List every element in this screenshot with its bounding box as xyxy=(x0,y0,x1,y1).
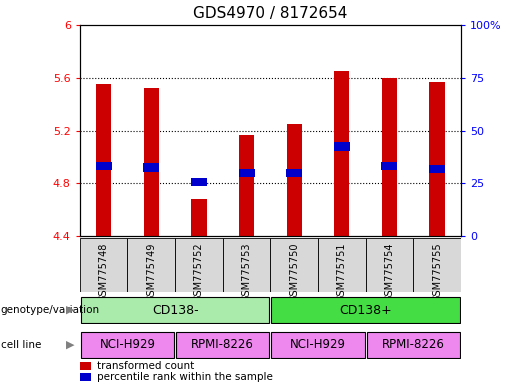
Bar xyxy=(80,373,91,381)
Title: GDS4970 / 8172654: GDS4970 / 8172654 xyxy=(193,6,348,21)
Text: GSM775754: GSM775754 xyxy=(385,242,394,302)
Bar xyxy=(366,238,413,292)
Text: CD138+: CD138+ xyxy=(339,304,392,316)
Bar xyxy=(144,88,159,236)
Text: GSM775752: GSM775752 xyxy=(194,242,204,302)
Bar xyxy=(286,124,302,236)
Bar xyxy=(382,78,397,236)
Text: GSM775751: GSM775751 xyxy=(337,242,347,302)
Text: GSM775755: GSM775755 xyxy=(432,242,442,302)
Bar xyxy=(271,332,365,358)
Text: percentile rank within the sample: percentile rank within the sample xyxy=(97,372,273,382)
Text: RPMI-8226: RPMI-8226 xyxy=(382,338,445,351)
Text: GSM775749: GSM775749 xyxy=(146,242,156,302)
Text: NCI-H929: NCI-H929 xyxy=(99,338,156,351)
Bar xyxy=(429,165,445,173)
Bar xyxy=(191,178,207,186)
Bar xyxy=(271,297,460,323)
Bar xyxy=(270,238,318,292)
Bar xyxy=(96,84,111,236)
Text: CD138-: CD138- xyxy=(152,304,198,316)
Bar xyxy=(81,332,174,358)
Text: GSM775753: GSM775753 xyxy=(242,242,251,302)
Bar xyxy=(80,362,91,370)
Text: GSM775750: GSM775750 xyxy=(289,242,299,302)
Bar xyxy=(176,332,269,358)
Bar xyxy=(367,332,460,358)
Bar xyxy=(80,238,128,292)
Text: ▶: ▶ xyxy=(66,339,75,350)
Bar xyxy=(286,169,302,177)
Text: NCI-H929: NCI-H929 xyxy=(290,338,346,351)
Bar xyxy=(222,238,270,292)
Bar xyxy=(81,297,269,323)
Bar xyxy=(175,238,222,292)
Text: ▶: ▶ xyxy=(66,305,75,315)
Text: cell line: cell line xyxy=(1,339,41,350)
Text: RPMI-8226: RPMI-8226 xyxy=(191,338,254,351)
Bar xyxy=(128,238,175,292)
Bar xyxy=(191,199,207,236)
Bar xyxy=(96,162,112,170)
Bar xyxy=(413,238,461,292)
Bar xyxy=(318,238,366,292)
Bar xyxy=(143,163,159,172)
Text: genotype/variation: genotype/variation xyxy=(1,305,99,315)
Bar xyxy=(382,162,398,170)
Bar xyxy=(430,82,445,236)
Bar xyxy=(334,142,350,151)
Bar xyxy=(334,71,350,236)
Text: transformed count: transformed count xyxy=(97,361,194,371)
Bar xyxy=(238,169,254,177)
Bar xyxy=(239,134,254,236)
Text: GSM775748: GSM775748 xyxy=(99,242,109,302)
